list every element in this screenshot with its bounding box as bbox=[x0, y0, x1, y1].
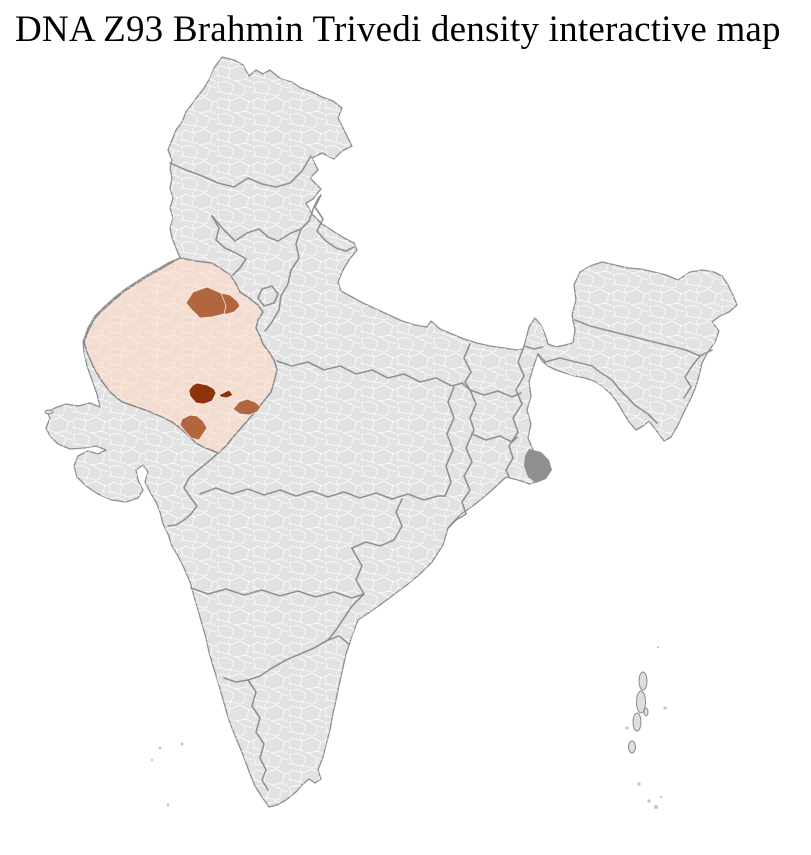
kutch-islet bbox=[44, 409, 54, 415]
high-density-district-fragment[interactable] bbox=[218, 389, 234, 399]
delta-shaded-area bbox=[524, 449, 552, 483]
highlighted-districts[interactable] bbox=[179, 286, 262, 441]
high-density-district[interactable] bbox=[188, 382, 217, 405]
medium-density-district-south-west[interactable] bbox=[179, 414, 208, 441]
delhi-enclave-border bbox=[257, 285, 279, 307]
medium-density-district-north-east[interactable] bbox=[220, 292, 241, 315]
lakshadweep-islands[interactable] bbox=[150, 742, 184, 807]
andaman-islands[interactable] bbox=[625, 645, 667, 809]
page-title: DNA Z93 Brahmin Trivedi density interact… bbox=[15, 9, 781, 50]
state-borders bbox=[167, 155, 713, 791]
medium-density-district-south-east[interactable] bbox=[232, 398, 262, 416]
